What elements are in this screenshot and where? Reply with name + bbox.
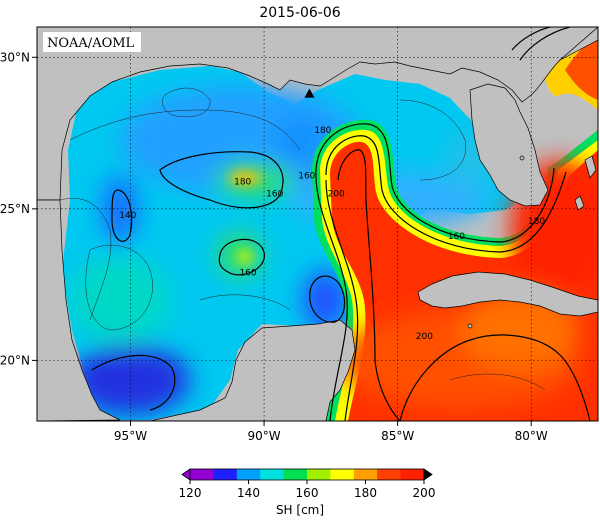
colorbar-tick-label: 160: [296, 486, 319, 500]
contour-label: 140: [119, 211, 136, 221]
east-florida-core: [565, 35, 598, 100]
contour-label: 200: [328, 190, 345, 200]
plot-frame: [36, 26, 599, 422]
colorbar-tick-label: 120: [179, 486, 202, 500]
land-mexico-west: [37, 199, 121, 421]
colorbar-max-arrow: [423, 468, 433, 481]
contour-160-east: [315, 123, 555, 243]
island-2: [467, 323, 473, 329]
contour-160-south: [315, 169, 348, 421]
contour-label-text: 180: [528, 217, 545, 227]
contour-200-loop: [337, 149, 401, 421]
lon-tick-label: 90°W: [248, 429, 281, 443]
lon-tick-label: 80°W: [515, 429, 548, 443]
land-bahamas: [574, 155, 597, 211]
lon-tick-label: 85°W: [381, 429, 414, 443]
map-title: 2015-06-06: [259, 5, 340, 21]
colorbar-tick-label: 140: [237, 486, 260, 500]
lat-tick-label: 30°N: [0, 50, 30, 64]
contour-140-south: [309, 275, 346, 323]
contour-140-west: [111, 189, 133, 242]
lat-tick-label: 20°N: [0, 353, 30, 367]
contour-lines: [59, 27, 591, 421]
colorbar-label: SH [cm]: [276, 503, 324, 517]
contour-160-center: [218, 238, 265, 276]
land-mexico-south: [149, 319, 356, 421]
contour-label-text: 160: [448, 232, 465, 242]
contour-180-east-atl: [519, 27, 571, 61]
colorbar-segment: [330, 469, 355, 480]
plot-area: 180 160 160 180 200 140 160 160 180 200: [37, 27, 598, 421]
colorbar-min-arrow: [181, 468, 191, 481]
contour-label-layer: 180 160 160 180 200 140 160 160 180 200: [119, 126, 545, 342]
contour-label-text: 140: [119, 211, 136, 221]
colorbar-segment: [400, 469, 425, 480]
contour-label: 160: [239, 268, 256, 278]
land-florida: [469, 83, 549, 207]
contour-180-west: [159, 151, 284, 209]
contour-label: 160: [266, 190, 283, 200]
colorbar-tick-label: 180: [354, 486, 377, 500]
credit-label: NOAA/AOML: [47, 36, 135, 51]
contour-label-text: 180: [314, 126, 331, 136]
contour-label: 160: [298, 172, 315, 182]
colorbar-segment: [307, 469, 331, 480]
contour-160-east-atl: [511, 27, 551, 51]
thin-contours: [59, 87, 546, 391]
contour-label: 180: [234, 178, 251, 188]
contour-label-text: 180: [234, 178, 251, 188]
colorbar-segment: [190, 469, 214, 480]
contour-label-text: 160: [239, 268, 256, 278]
triangle-marker-icon: [304, 88, 315, 98]
colorbar-segment: [260, 469, 285, 480]
lon-tick-label: 95°W: [114, 429, 147, 443]
contour-label-text: 160: [298, 172, 315, 182]
contour-140-sw: [91, 354, 176, 411]
contour-label: 180: [528, 217, 545, 227]
lat-tick-label: 25°N: [0, 202, 30, 216]
contour-label: 200: [416, 332, 433, 342]
contour-label-text: 200: [328, 190, 345, 200]
credit-box: NOAA/AOML: [43, 32, 141, 52]
contour-180-loop: [325, 135, 567, 253]
land-florida-east: [559, 27, 598, 61]
contour-label-text: 160: [266, 190, 283, 200]
colorbar-segment: [377, 469, 402, 480]
colorbar-segment: [283, 469, 308, 480]
contour-180-south: [325, 179, 359, 421]
colorbar-tick-label: 200: [413, 486, 436, 500]
colorbar-segment: [353, 469, 378, 480]
axes: 95°W 90°W 85°W 80°W 30°N 25°N 20°N: [0, 50, 548, 443]
contour-200-south: [399, 334, 591, 421]
contour-label-text: 200: [416, 332, 433, 342]
colorbar-segment: [236, 469, 261, 480]
land-cuba: [417, 271, 598, 317]
colorbar-segment: [213, 469, 238, 480]
contour-label: 160: [448, 232, 465, 242]
contour-label: 180: [314, 126, 331, 136]
colorbar: 120 140 160 180 200: [179, 468, 436, 500]
island-1: [519, 155, 525, 161]
graticule: [37, 27, 598, 421]
